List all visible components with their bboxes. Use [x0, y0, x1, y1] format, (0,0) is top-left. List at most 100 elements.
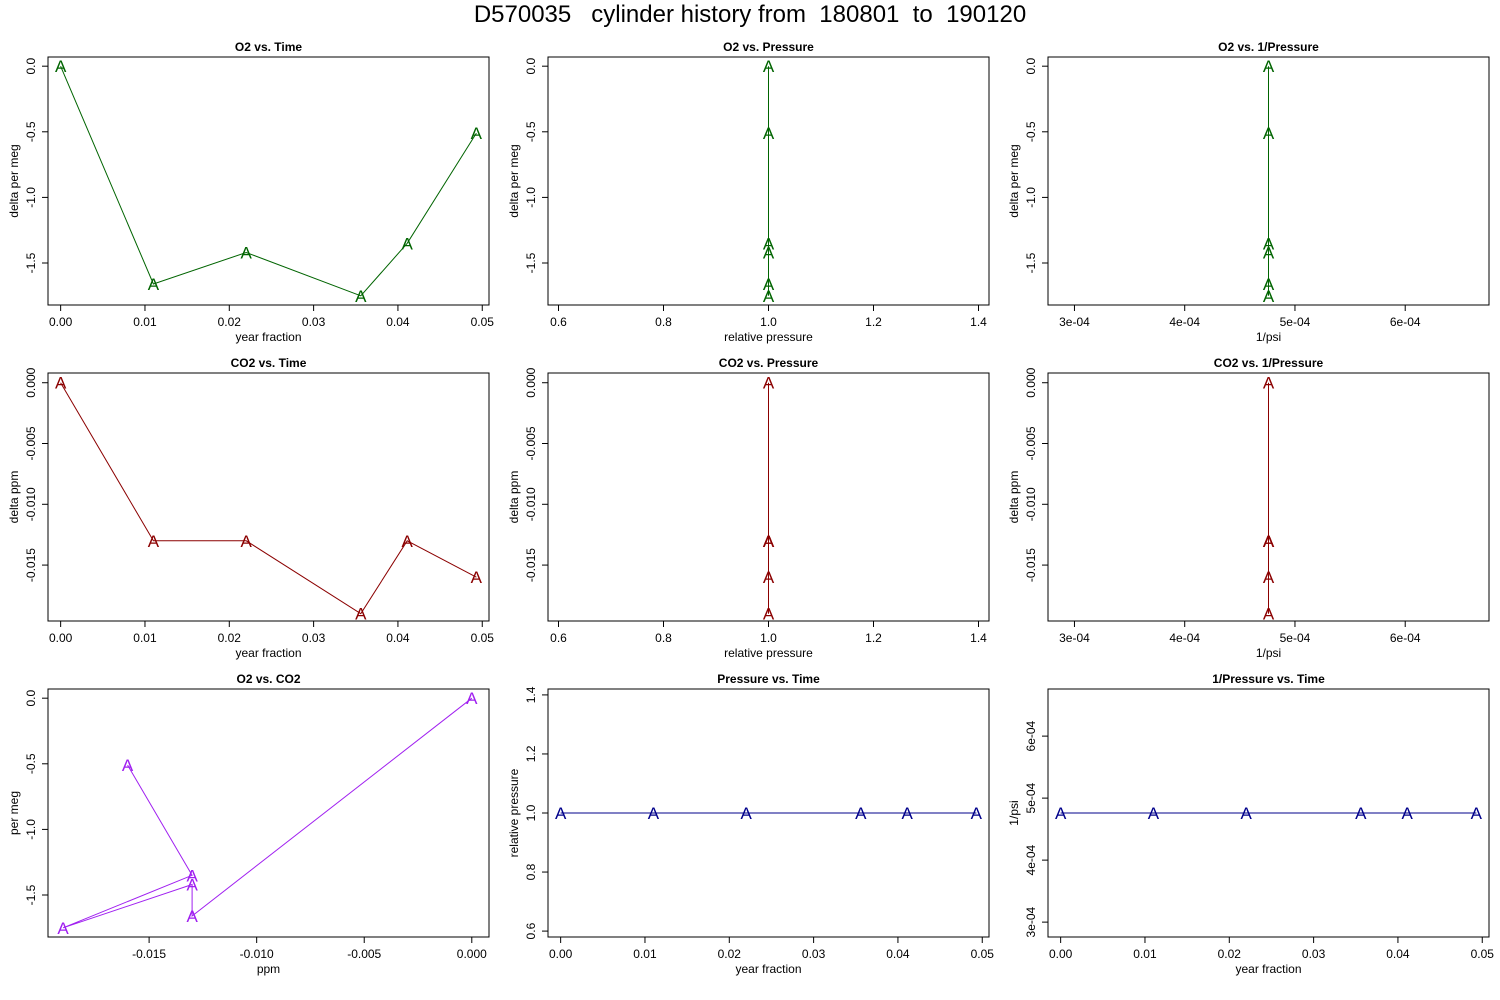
- panel-title: Pressure vs. Time: [717, 672, 820, 686]
- y-tick-label: 3e-04: [1024, 906, 1038, 937]
- data-point: A: [763, 605, 775, 624]
- data-point: A: [402, 234, 414, 253]
- y-tick-label: -0.015: [1024, 548, 1038, 582]
- x-tick-label: 0.8: [655, 315, 672, 329]
- x-tick-label: 1.2: [865, 631, 882, 645]
- y-tick-label: -0.5: [524, 121, 538, 142]
- chart-panel-2: O2 vs. Pressure 0.6 0.8 1.0 1.2 1.4 0.0 -0.5 -1.…: [507, 40, 990, 344]
- y-tick-label: -0.010: [1024, 487, 1038, 521]
- data-point: A: [763, 57, 775, 76]
- y-tick-label: -1.5: [24, 252, 38, 273]
- x-tick-label: 0.00: [549, 947, 573, 961]
- plot-frame: [47, 688, 490, 938]
- x-tick-label: 0.02: [718, 947, 742, 961]
- x-axis-label: relative pressure: [724, 646, 813, 660]
- data-point: A: [186, 866, 198, 885]
- plot-frame: [1047, 56, 1490, 306]
- data-point: A: [648, 804, 660, 823]
- data-point: A: [763, 532, 775, 551]
- chart-panel-9: 1/Pressure vs. Time 0.00 0.01 0.02 0.03 0.04 0…: [1007, 672, 1494, 976]
- y-tick-label: 6e-04: [1024, 720, 1038, 751]
- data-point: A: [1055, 804, 1067, 823]
- chart-panel-3: O2 vs. 1/Pressure 3e-04 4e-04 5e-04 6e-04 0.0…: [1007, 40, 1490, 344]
- x-tick-label: 0.03: [1302, 947, 1326, 961]
- x-tick-label: 0.01: [633, 947, 657, 961]
- x-axis-label: ppm: [257, 962, 280, 976]
- plot-frame: [47, 372, 490, 622]
- data-point: A: [555, 804, 567, 823]
- data-point: A: [1263, 57, 1275, 76]
- y-axis-label: relative pressure: [507, 768, 521, 857]
- y-tick-label: -0.005: [1024, 426, 1038, 460]
- y-tick-label: -0.5: [24, 121, 38, 142]
- x-tick-label: 0.01: [133, 631, 157, 645]
- x-tick-label: 4e-04: [1169, 631, 1200, 645]
- data-point: A: [402, 532, 414, 551]
- panel-title: O2 vs. Time: [235, 40, 302, 54]
- chart-panel-5: CO2 vs. Pressure 0.6 0.8 1.0 1.2 1.4 0.000 -0.0…: [507, 356, 990, 660]
- data-point: A: [186, 907, 198, 926]
- y-axis-label: 1/psi: [1007, 800, 1021, 825]
- chart-panel-7: O2 vs. CO2 -0.015 -0.010 -0.005 0.000 0.0 -0.5…: [7, 672, 490, 976]
- data-point: A: [240, 532, 252, 551]
- series-line: [60, 382, 477, 615]
- y-axis-label: delta per meg: [507, 144, 521, 217]
- y-tick-label: -1.5: [24, 884, 38, 905]
- x-tick-label: 3e-04: [1059, 315, 1090, 329]
- x-tick-label: 0.00: [49, 315, 73, 329]
- x-tick-label: 0.8: [655, 631, 672, 645]
- y-tick-label: -0.010: [524, 487, 538, 521]
- data-point: A: [57, 919, 69, 938]
- x-tick-label: 0.6: [550, 631, 567, 645]
- data-point: A: [1263, 532, 1275, 551]
- x-tick-label: 1.2: [865, 315, 882, 329]
- data-point: A: [971, 804, 983, 823]
- x-axis-label: year fraction: [235, 330, 301, 344]
- y-tick-label: -0.010: [24, 487, 38, 521]
- y-axis-label: delta ppm: [507, 471, 521, 524]
- x-axis-label: year fraction: [735, 962, 801, 976]
- data-point: A: [763, 532, 775, 551]
- chart-panel-8: Pressure vs. Time 0.00 0.01 0.02 0.03 0.04 0.0…: [507, 672, 994, 976]
- panel-title: O2 vs. CO2: [236, 672, 300, 686]
- x-tick-label: 5e-04: [1280, 631, 1311, 645]
- x-tick-label: 0.6: [550, 315, 567, 329]
- x-tick-label: -0.010: [240, 947, 274, 961]
- data-point: A: [1263, 532, 1275, 551]
- x-tick-label: 0.03: [802, 947, 826, 961]
- panel-title: O2 vs. Pressure: [723, 40, 814, 54]
- chart-panel-1: O2 vs. Time 0.00 0.01 0.02 0.03 0.04 0.05 0.0 -0…: [7, 40, 494, 344]
- data-point: A: [763, 374, 775, 393]
- x-tick-label: 0.04: [386, 631, 410, 645]
- y-tick-label: -0.005: [524, 426, 538, 460]
- y-tick-label: 1.0: [524, 804, 538, 821]
- x-tick-label: 0.03: [302, 315, 326, 329]
- data-point: A: [355, 605, 367, 624]
- y-tick-label: -0.015: [24, 548, 38, 582]
- y-axis-label: delta ppm: [1007, 471, 1021, 524]
- x-axis-label: year fraction: [235, 646, 301, 660]
- x-tick-label: 0.01: [1133, 947, 1157, 961]
- y-tick-label: -1.0: [24, 187, 38, 208]
- x-tick-label: 0.00: [1049, 947, 1073, 961]
- series-line: [62, 697, 473, 929]
- x-tick-label: 0.04: [886, 947, 910, 961]
- x-tick-label: 4e-04: [1169, 315, 1200, 329]
- x-axis-label: relative pressure: [724, 330, 813, 344]
- data-point: A: [1263, 275, 1275, 294]
- data-point: A: [1263, 532, 1275, 551]
- data-point: A: [186, 876, 198, 895]
- data-point: A: [148, 275, 160, 294]
- data-point: A: [1148, 804, 1160, 823]
- data-point: A: [1471, 804, 1483, 823]
- x-axis-label: year fraction: [1235, 962, 1301, 976]
- x-tick-label: -0.015: [132, 947, 166, 961]
- data-point: A: [55, 57, 67, 76]
- data-point: A: [763, 275, 775, 294]
- panel-title: 1/Pressure vs. Time: [1212, 672, 1325, 686]
- x-tick-label: 0.02: [218, 631, 242, 645]
- data-point: A: [466, 689, 478, 708]
- panel-title: CO2 vs. Time: [231, 356, 307, 370]
- y-tick-label: 0.0: [24, 690, 38, 707]
- series-line: [60, 66, 477, 297]
